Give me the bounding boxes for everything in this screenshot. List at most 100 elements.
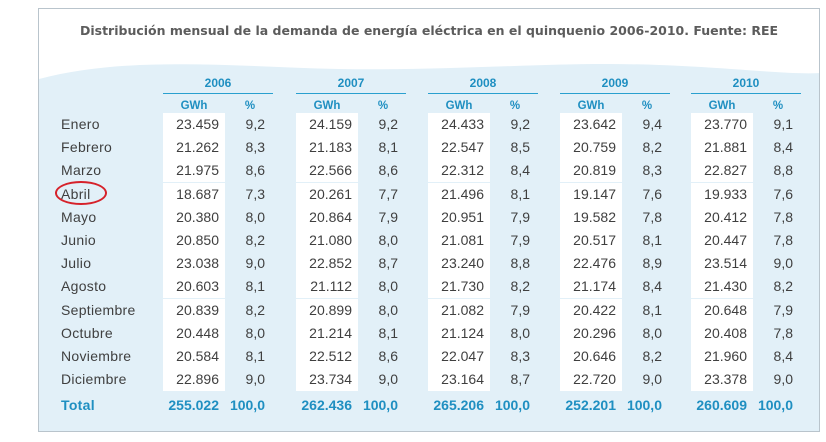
gwh-value: 265.206 [433, 397, 484, 413]
percent-value: 9,1 [773, 116, 793, 132]
table-row: Junio 20.850 8,2 21.080 8,0 21.081 7,9 20.517 8,… [39, 229, 819, 252]
month-label: Marzo [61, 162, 102, 179]
gwh-value: 260.609 [696, 397, 747, 413]
percent-value: 8,2 [642, 348, 662, 364]
gwh-value: 255.022 [168, 397, 219, 413]
percent-value: 8,0 [245, 324, 265, 341]
percent-value: 8,3 [510, 348, 530, 364]
col-header-gwh: GWh [180, 100, 208, 112]
month-label: Diciembre [61, 371, 127, 388]
month-label: Agosto [61, 278, 107, 295]
percent-value: 8,6 [245, 162, 265, 179]
gwh-value: 20.380 [163, 205, 225, 229]
gwh-value: 262.436 [301, 397, 352, 413]
gwh-value: 21.081 [428, 229, 490, 252]
gwh-value: 22.312 [428, 159, 490, 183]
percent-value: 7,9 [773, 301, 793, 318]
percent-value: 8,0 [245, 208, 265, 225]
gwh-value: 19.933 [691, 182, 753, 206]
percent-value: 8,1 [510, 185, 530, 202]
percent-value: 100,0 [229, 397, 265, 413]
percent-value: 8,0 [378, 301, 398, 318]
percent-value: 100,0 [362, 397, 398, 413]
gwh-value: 20.296 [560, 321, 622, 345]
percent-value: 8,0 [378, 232, 398, 248]
percent-value: 8,1 [642, 232, 662, 248]
gwh-value: 22.512 [296, 345, 358, 368]
percent-value: 9,2 [245, 116, 265, 132]
gwh-value: 23.378 [691, 368, 753, 392]
percent-value: 8,0 [642, 324, 662, 341]
gwh-value: 21.430 [691, 275, 753, 299]
percent-value: 8,3 [642, 162, 662, 179]
col-header-percent: % [244, 100, 256, 112]
gwh-value: 20.408 [691, 321, 753, 345]
percent-value: 8,0 [378, 278, 398, 295]
gwh-value: 21.112 [296, 275, 358, 299]
percent-value: 7,8 [773, 324, 793, 341]
gwh-value: 19.582 [560, 205, 622, 229]
percent-value: 8,8 [510, 255, 530, 272]
gwh-value: 20.517 [560, 229, 622, 252]
table-row: Julio 23.038 9,0 22.852 8,7 23.240 8,8 22.476 8,… [39, 252, 819, 276]
percent-value: 8,3 [245, 139, 265, 156]
col-header-gwh: GWh [445, 100, 473, 112]
gwh-value: 20.603 [163, 275, 225, 299]
year-header-2009: 2009 [560, 73, 670, 94]
table-row: Noviembre 20.584 8,1 22.512 8,6 22.047 8,3 20.6… [39, 345, 819, 368]
gwh-value: 23.164 [428, 368, 490, 392]
percent-value: 7,8 [773, 232, 793, 248]
month-label: Julio [61, 255, 92, 272]
percent-value: 7,9 [510, 232, 530, 248]
gwh-value: 18.687 [163, 182, 225, 206]
total-row: Total 255.022 100,0 262.436 100,0 265.206 100,… [39, 394, 819, 417]
percent-value: 7,8 [642, 208, 662, 225]
percent-value: 8,6 [378, 162, 398, 179]
gwh-value: 20.951 [428, 205, 490, 229]
percent-value: 8,1 [642, 301, 662, 318]
col-header-percent: % [377, 100, 389, 112]
gwh-value: 20.864 [296, 205, 358, 229]
gwh-value: 24.433 [428, 113, 490, 136]
percent-value: 8,9 [642, 255, 662, 272]
col-header-percent: % [772, 100, 784, 112]
table-row: Septiembre 20.839 8,2 20.899 8,0 21.082 7,9 20.… [39, 298, 819, 322]
percent-value: 7,9 [378, 208, 398, 225]
gwh-value: 21.183 [296, 136, 358, 160]
highlight-circle [55, 181, 107, 205]
year-header-2006: 2006 [163, 73, 273, 94]
gwh-value: 21.082 [428, 298, 490, 322]
percent-value: 8,1 [245, 278, 265, 295]
percent-value: 7,9 [510, 301, 530, 318]
percent-value: 8,4 [510, 162, 530, 179]
percent-value: 8,5 [510, 139, 530, 156]
total-label: Total [61, 397, 95, 413]
col-header-gwh: GWh [708, 100, 736, 112]
gwh-value: 20.899 [296, 298, 358, 322]
percent-value: 8,4 [773, 139, 793, 156]
year-header-2010: 2010 [691, 73, 801, 94]
gwh-value: 20.646 [560, 345, 622, 368]
gwh-value: 20.422 [560, 298, 622, 322]
gwh-value: 21.496 [428, 182, 490, 206]
percent-value: 100,0 [757, 397, 793, 413]
gwh-value: 23.770 [691, 113, 753, 136]
gwh-value: 20.584 [163, 345, 225, 368]
table-row: Febrero 21.262 8,3 21.183 8,1 22.547 8,5 20.759… [39, 136, 819, 160]
gwh-value: 20.759 [560, 136, 622, 160]
percent-value: 8,1 [378, 324, 398, 341]
percent-value: 9,4 [642, 116, 662, 132]
gwh-value: 21.960 [691, 345, 753, 368]
percent-value: 8,4 [642, 278, 662, 295]
gwh-value: 23.240 [428, 252, 490, 276]
gwh-value: 19.147 [560, 182, 622, 206]
gwh-value: 21.262 [163, 136, 225, 160]
gwh-value: 21.975 [163, 159, 225, 183]
month-label: Octubre [61, 324, 113, 341]
gwh-value: 20.819 [560, 159, 622, 183]
percent-value: 8,1 [378, 139, 398, 156]
table-row: Enero 23.459 9,2 24.159 9,2 24.433 9,2 23.642 9,… [39, 113, 819, 136]
table-figure: Distribución mensual de la demanda de en… [38, 8, 820, 432]
month-label: Febrero [61, 139, 113, 156]
percent-value: 9,2 [510, 116, 530, 132]
